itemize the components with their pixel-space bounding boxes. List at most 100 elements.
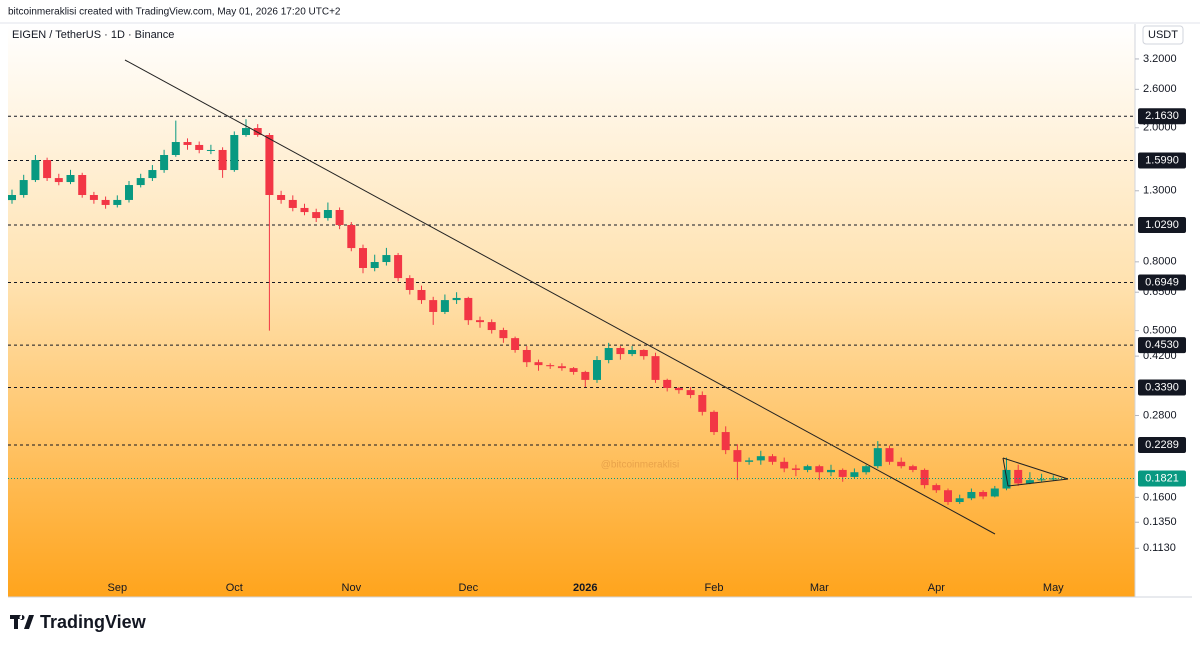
candle-body	[487, 322, 496, 331]
candle-body	[206, 149, 215, 151]
y-tick-label: 2.6000	[1143, 83, 1177, 95]
candle-body	[312, 212, 321, 219]
candle-body	[335, 210, 344, 225]
y-tick-label: 0.5000	[1143, 325, 1177, 337]
y-tick-label: 0.2800	[1143, 409, 1177, 421]
candle-body	[476, 320, 484, 323]
candle-body	[511, 338, 520, 350]
candle-body	[791, 468, 800, 470]
candle-body	[897, 461, 906, 467]
level-label: 0.6949	[1145, 276, 1179, 288]
y-tick-label: 3.2000	[1143, 53, 1177, 65]
candle-body	[148, 170, 157, 179]
candle-body	[78, 174, 87, 196]
triangle-upper	[1002, 457, 1069, 480]
candle-body	[569, 368, 578, 372]
candle-body	[674, 387, 683, 391]
candle-body	[616, 348, 625, 355]
candle-body	[19, 180, 28, 196]
candle-body	[780, 461, 789, 469]
last-price-box	[1138, 470, 1186, 487]
trendline	[124, 59, 996, 535]
candle-body	[873, 448, 882, 467]
candle-body	[394, 255, 403, 279]
candle-body	[125, 185, 133, 200]
level-box	[1138, 152, 1186, 169]
candle-body	[557, 366, 566, 369]
last-price-label: 0.1821	[1145, 472, 1179, 484]
plot-background	[8, 24, 1135, 597]
candle-body	[604, 348, 613, 361]
candle-body	[136, 178, 145, 186]
x-tick-label: Sep	[108, 582, 128, 594]
candle-body	[827, 469, 835, 473]
y-tick-label: 0.1130	[1143, 542, 1176, 554]
candle-body	[955, 498, 964, 503]
level-label: 0.2289	[1145, 439, 1179, 451]
candle-body	[920, 469, 929, 486]
candle-body	[277, 195, 286, 200]
credit: bitcoinmeraklisi created with TradingVie…	[8, 7, 341, 18]
level-box	[1138, 108, 1186, 125]
watermark: @bitcoinmeraklisi	[601, 460, 680, 471]
y-tick-label: 0.1600	[1143, 491, 1177, 503]
logo-mark	[10, 615, 34, 629]
candle-body	[417, 289, 426, 301]
candle-body	[323, 210, 332, 219]
x-tick-label: Nov	[342, 582, 362, 594]
currency-box	[1142, 25, 1184, 45]
x-tick-label: Apr	[928, 582, 945, 594]
candle-body	[347, 224, 356, 249]
candle-body	[288, 199, 297, 208]
candle-body	[452, 297, 461, 301]
candle-body	[382, 255, 391, 263]
candle-body	[300, 207, 309, 213]
candle-body	[1049, 478, 1058, 480]
footer-logo: TradingView	[10, 612, 147, 632]
candle-body	[745, 460, 754, 462]
candle-body	[160, 155, 169, 171]
level-label: 0.4530	[1145, 339, 1179, 351]
x-tick-label: May	[1043, 582, 1064, 594]
candle-body	[522, 349, 531, 363]
candle-body	[639, 349, 648, 357]
candle-body	[359, 248, 367, 268]
candle-body	[710, 411, 718, 433]
level-box	[1138, 216, 1186, 233]
candle-body	[499, 330, 508, 339]
candle-body	[768, 456, 777, 462]
candle-body	[838, 469, 847, 477]
symbol: EIGEN / TetherUS · 1D · Binance	[12, 29, 174, 41]
triangle-lower	[1007, 478, 1069, 487]
brand: TradingView	[40, 612, 147, 632]
candle-body	[908, 466, 917, 470]
level-box	[1138, 379, 1186, 396]
candle-body	[1025, 480, 1034, 484]
candle-body	[850, 472, 859, 477]
candle-body	[171, 142, 180, 156]
candle-body	[440, 300, 449, 312]
candle-body	[663, 379, 672, 388]
candle-body	[593, 360, 601, 380]
candle-body	[195, 144, 204, 150]
candle-body	[932, 485, 941, 491]
candle-body	[1037, 479, 1046, 481]
x-tick-label: Mar	[810, 582, 829, 594]
candle-body	[218, 149, 227, 171]
candle-body	[265, 135, 274, 196]
level-label: 0.3390	[1145, 381, 1179, 393]
level-label: 1.0290	[1145, 219, 1179, 231]
candle-body	[429, 300, 438, 312]
candle-body	[101, 199, 110, 205]
candle-body	[405, 278, 414, 290]
x-tick-label: Feb	[705, 582, 724, 594]
candle-body	[31, 160, 40, 181]
candle-body	[89, 195, 98, 200]
x-tick-label: 2026	[573, 582, 597, 594]
y-tick-label: 0.8000	[1143, 256, 1177, 268]
level-box	[1138, 274, 1186, 291]
candle-body	[885, 448, 894, 462]
level-box	[1138, 337, 1186, 354]
